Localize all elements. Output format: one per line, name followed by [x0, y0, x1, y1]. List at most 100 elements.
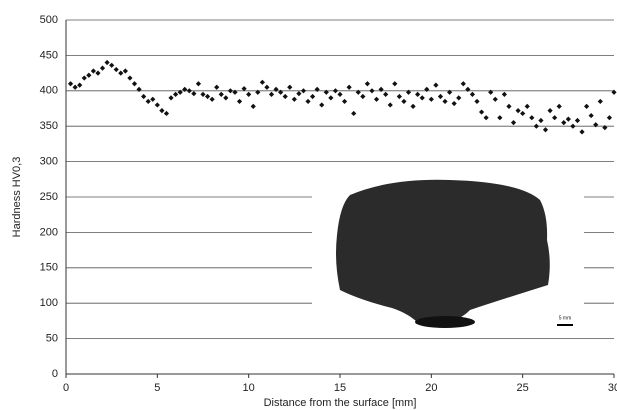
point [250, 103, 256, 109]
point [241, 86, 247, 92]
point [182, 86, 188, 92]
point [227, 88, 233, 94]
point [465, 86, 471, 92]
profile-shadow [415, 316, 475, 328]
point [392, 81, 398, 87]
point [341, 98, 348, 105]
point [574, 117, 581, 124]
y-tick-label: 0 [52, 368, 58, 380]
point [72, 84, 78, 90]
point [428, 96, 434, 102]
point [378, 86, 384, 92]
point [259, 79, 265, 85]
point [323, 89, 329, 95]
point [447, 89, 453, 95]
x-tick-label: 15 [334, 382, 346, 394]
point [282, 93, 288, 100]
point [218, 91, 224, 97]
point [127, 75, 133, 81]
point [542, 127, 549, 133]
point [510, 120, 517, 126]
point [442, 98, 448, 105]
y-tick-label: 50 [46, 333, 58, 345]
point [255, 89, 261, 95]
point [264, 84, 270, 90]
point [410, 103, 416, 109]
rail-profile [336, 179, 550, 326]
point [268, 91, 275, 97]
point [492, 96, 498, 102]
point [291, 96, 297, 102]
point [191, 91, 197, 97]
point [488, 89, 494, 95]
point [419, 95, 425, 101]
point [200, 91, 206, 97]
point [606, 115, 613, 121]
point [95, 70, 101, 76]
point [109, 62, 115, 68]
x-axis-label: Distance from the surface [mm] [264, 397, 417, 409]
point [611, 89, 617, 95]
point [561, 120, 567, 126]
point [136, 86, 142, 92]
point [360, 93, 366, 100]
point [405, 89, 412, 95]
point [337, 91, 343, 97]
point [273, 86, 279, 92]
x-tick-label: 5 [154, 382, 160, 394]
point [556, 103, 562, 109]
point [104, 59, 110, 66]
point [154, 102, 160, 108]
point [593, 122, 599, 128]
point [173, 91, 179, 97]
point [328, 95, 334, 101]
point [373, 96, 380, 102]
x-tick-label: 25 [517, 382, 529, 394]
point [195, 81, 202, 87]
point [113, 66, 119, 73]
point [456, 95, 462, 101]
point [204, 93, 211, 100]
point [214, 84, 220, 90]
point [478, 109, 485, 115]
point [538, 117, 544, 124]
x-tick-label: 10 [243, 382, 255, 394]
y-tick-label: 300 [40, 156, 58, 168]
point [584, 103, 590, 109]
x-tick-label: 20 [425, 382, 437, 394]
point [520, 110, 526, 117]
point [122, 68, 128, 74]
point [515, 108, 521, 114]
point [319, 102, 325, 108]
point [401, 98, 407, 105]
point [246, 91, 252, 97]
point [383, 91, 389, 97]
point [346, 84, 352, 90]
point [287, 84, 293, 90]
x-tick-label: 30 [608, 382, 617, 394]
point [355, 89, 361, 95]
scale-label: 5 mm [559, 315, 572, 321]
point [424, 86, 430, 92]
y-tick-label: 500 [40, 14, 58, 26]
point [310, 93, 316, 100]
point [369, 88, 375, 94]
point [474, 98, 480, 105]
point [305, 98, 311, 105]
point [67, 81, 74, 87]
inset-image: 5 mm [312, 178, 584, 334]
point [296, 91, 302, 97]
point [223, 95, 229, 101]
point [415, 91, 421, 97]
point [145, 98, 151, 105]
point [236, 98, 243, 105]
point [351, 110, 357, 117]
y-tick-label: 250 [40, 191, 58, 203]
point [159, 108, 165, 114]
point [209, 96, 215, 102]
point [579, 129, 585, 135]
point [177, 89, 183, 95]
point [150, 96, 156, 102]
x-tick-label: 0 [63, 382, 69, 394]
point [278, 89, 284, 95]
